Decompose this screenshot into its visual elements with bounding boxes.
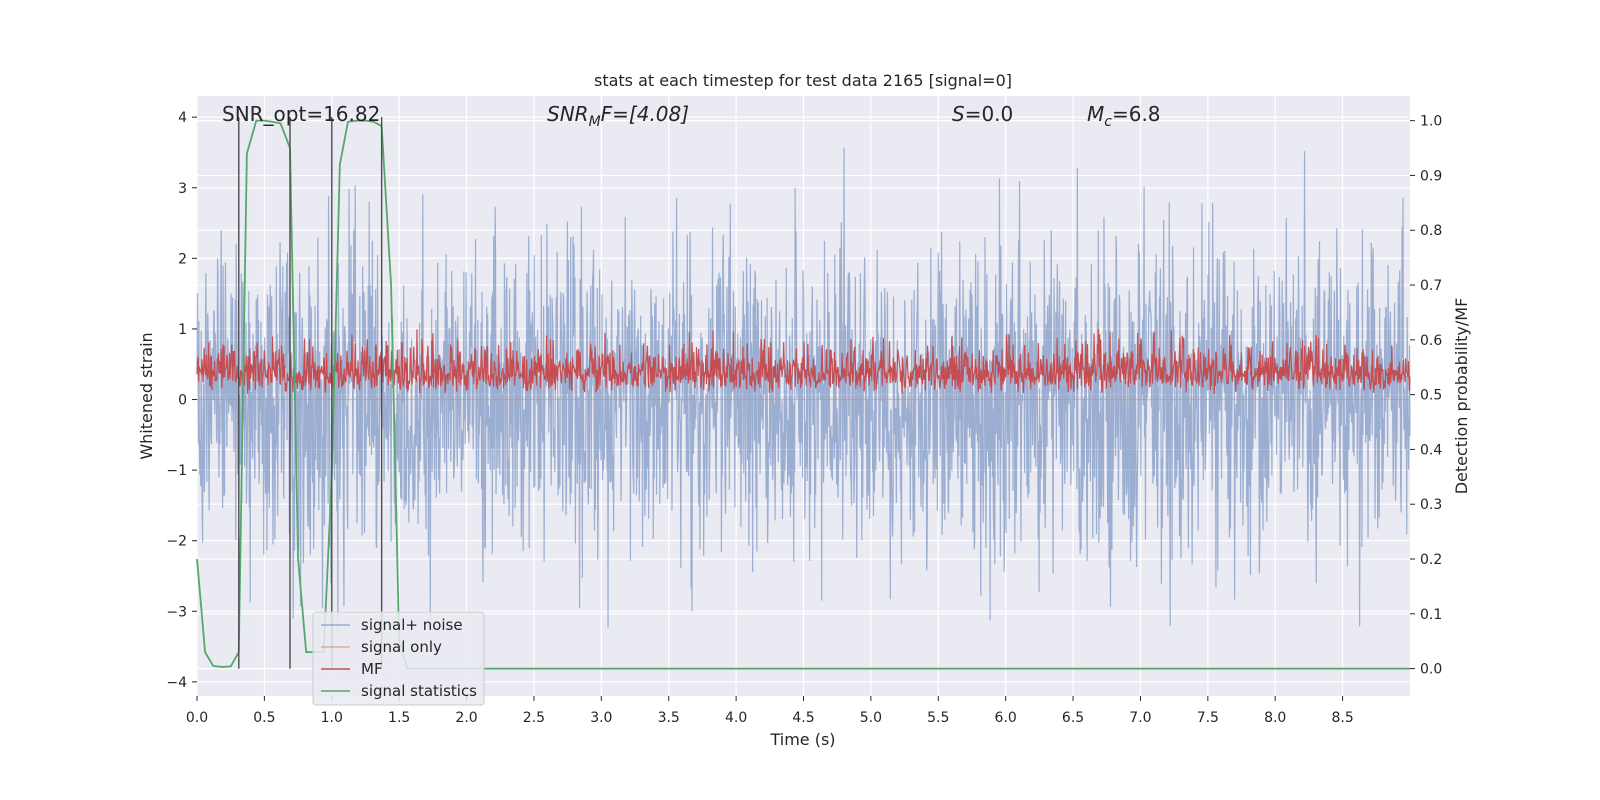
signal-noise-series: [196, 147, 1411, 634]
x-tick-label: 5.5: [927, 710, 949, 726]
legend-label-mf: MF: [361, 660, 383, 678]
mf-series: [196, 328, 1411, 394]
y-left-tick-label: 2: [178, 251, 187, 267]
x-tick-label: 6.0: [995, 710, 1017, 726]
x-tick-label: 8.0: [1264, 710, 1286, 726]
legend-box: [312, 611, 485, 706]
y-left-tick-label: 4: [178, 110, 187, 126]
x-tick-label: 6.5: [1062, 710, 1084, 726]
y-right-tick-label: 0.4: [1420, 442, 1442, 458]
y-left-tick-label: 0: [178, 393, 187, 409]
y-left-tick-label: 3: [178, 181, 187, 197]
x-tick-label: 5.0: [860, 710, 882, 726]
legend-label-signal-only: signal only: [361, 638, 442, 656]
x-tick-label: 4.5: [792, 710, 814, 726]
signal-noise-line: [196, 147, 1411, 634]
y-right-tick-label: 0.0: [1420, 662, 1442, 678]
y-left-tick-label: 1: [178, 322, 187, 338]
annotation-mc: Mc=6.8: [1087, 102, 1161, 130]
x-axis-ticks: 0.0 0.5 1.0 1.5 2.0 2.5 3.0 3.5 4.0 4.5 5.0 5.5 6.0 6…: [186, 696, 1354, 726]
annotation-snr-opt: SNR_opt=16.82: [222, 102, 380, 126]
y-right-tick-label: 0.9: [1420, 168, 1442, 184]
x-tick-label: 0.0: [186, 710, 208, 726]
y-left-axis-label: Whitened strain: [137, 332, 156, 459]
legend-label-signal-noise: signal+ noise: [361, 616, 463, 634]
annotation-s: S=0.0: [952, 102, 1013, 126]
x-tick-label: 3.5: [658, 710, 680, 726]
x-tick-label: 2.5: [523, 710, 545, 726]
y-left-tick-label: −2: [166, 534, 187, 550]
vertical-markers: [238, 117, 383, 669]
y-left-tick-label: −1: [166, 463, 187, 479]
chart-title: stats at each timestep for test data 216…: [594, 71, 1012, 90]
y-right-tick-label: 0.2: [1420, 552, 1442, 568]
x-tick-label: 2.0: [455, 710, 477, 726]
y-left-tick-label: −3: [166, 604, 187, 620]
annotation-snr-mf: SNRMF=[4.08]: [547, 102, 689, 130]
x-tick-label: 4.0: [725, 710, 747, 726]
y-right-tick-label: 0.1: [1420, 607, 1442, 623]
x-tick-label: 1.0: [321, 710, 343, 726]
x-axis-label: Time (s): [769, 730, 835, 749]
y-left-axis-ticks: 4 3 2 1 0 −1 −2 −3 −4: [166, 110, 197, 691]
x-tick-label: 3.0: [590, 710, 612, 726]
legend-label-signal-statistics: signal statistics: [361, 682, 477, 700]
y-right-tick-label: 0.6: [1420, 333, 1442, 349]
x-tick-label: 0.5: [253, 710, 275, 726]
y-right-tick-label: 0.7: [1420, 278, 1442, 294]
y-right-tick-label: 0.3: [1420, 497, 1442, 513]
y-right-tick-label: 0.5: [1420, 388, 1442, 404]
x-tick-label: 7.0: [1129, 710, 1151, 726]
y-right-axis-label: Detection probability/MF: [1452, 298, 1471, 495]
y-left-tick-label: −4: [166, 675, 187, 691]
mf-line: [196, 328, 1411, 394]
x-tick-label: 7.5: [1197, 710, 1219, 726]
legend: signal+ noise signal only MF signal stat…: [312, 611, 485, 706]
x-tick-label: 1.5: [388, 710, 410, 726]
y-right-tick-label: 0.8: [1420, 223, 1442, 239]
y-right-axis-ticks: 1.0 0.9 0.8 0.7 0.6 0.5 0.4 0.3 0.2 0.1 0.0: [1410, 114, 1442, 678]
x-tick-label: 8.5: [1331, 710, 1353, 726]
y-right-tick-label: 1.0: [1420, 114, 1442, 130]
